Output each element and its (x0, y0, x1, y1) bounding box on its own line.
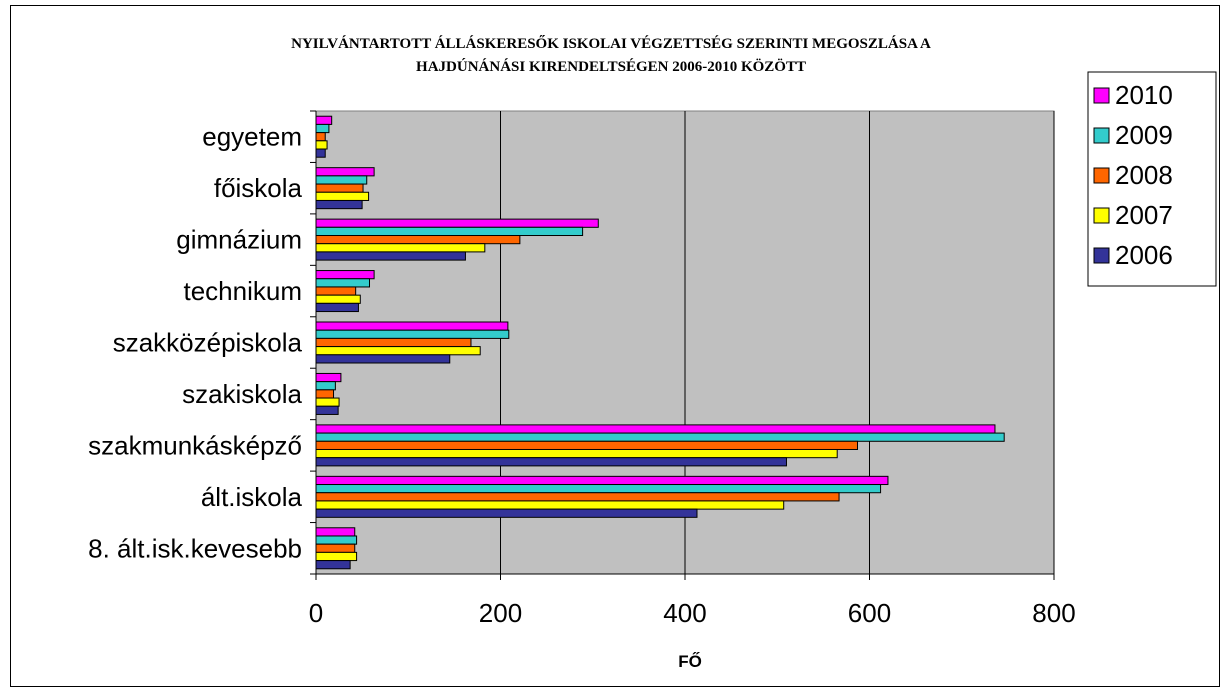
bar-2010 (315, 218, 599, 228)
bar-2007 (315, 346, 481, 356)
bar-2006 (315, 199, 363, 210)
bar-2008 (315, 132, 326, 142)
category-label: technikum (184, 276, 303, 306)
bar-2009 (315, 535, 358, 545)
chart-title: NYILVÁNTARTOTT ÁLLÁSKERESŐK ISKOLAI VÉGZ… (291, 35, 931, 75)
legend-swatch-2008 (1093, 167, 1110, 184)
bar-2007 (315, 397, 340, 407)
bar-2010 (315, 321, 509, 331)
legend-label: 2008 (1115, 160, 1173, 190)
bar-2009 (315, 484, 882, 494)
category-label: egyetem (202, 122, 302, 152)
bar-2008 (315, 337, 472, 348)
x-tick-label: 200 (479, 598, 522, 628)
x-axis-title: FŐ (678, 652, 702, 671)
bar-2009 (315, 123, 330, 134)
bar-2006 (315, 302, 359, 313)
category-labels: egyetem főiskola gimnázium technikum szakköz… (88, 122, 302, 564)
category-label: 8. ált.isk.kevesebb (88, 533, 302, 563)
bar-2009 (315, 278, 371, 288)
bar-2008 (315, 235, 521, 245)
category-label: szakiskola (182, 379, 302, 409)
bar-2008 (315, 183, 364, 193)
bar-2007 (315, 448, 838, 459)
bar-2010 (315, 115, 333, 125)
bar-2009 (315, 329, 510, 339)
x-tick-label: 800 (1032, 598, 1075, 628)
category-label: szakmunkásképző (88, 430, 302, 460)
bar-2010 (315, 167, 375, 177)
bar-2010 (315, 475, 889, 486)
bar-2009 (315, 175, 368, 185)
chart-svg: NYILVÁNTARTOTT ÁLLÁSKERESŐK ISKOLAI VÉGZ… (88, 35, 1217, 671)
legend: 2010 2009 2008 2007 2006 (1087, 71, 1217, 287)
bar-2008 (315, 389, 335, 399)
x-tick-label: 400 (663, 598, 706, 628)
bar-2006 (315, 560, 351, 570)
chart-frame: NYILVÁNTARTOTT ÁLLÁSKERESŐK ISKOLAI VÉGZ… (10, 5, 1220, 687)
bar-2007 (315, 140, 328, 150)
bar-2006 (315, 148, 326, 158)
axes (310, 110, 1055, 580)
bar-2010 (315, 527, 356, 537)
bars (315, 115, 1005, 570)
bar-2008 (315, 543, 356, 553)
x-tick-label: 600 (848, 598, 891, 628)
bar-2006 (315, 405, 339, 415)
bar-2009 (315, 226, 584, 237)
bar-2009 (315, 381, 336, 391)
legend-label: 2010 (1115, 80, 1173, 110)
bar-2006 (315, 508, 698, 518)
legend-label: 2006 (1115, 240, 1173, 270)
x-tick-label: 0 (309, 598, 323, 628)
category-label: főiskola (214, 173, 303, 203)
chart-title-line: NYILVÁNTARTOTT ÁLLÁSKERESŐK ISKOLAI VÉGZ… (291, 35, 931, 52)
bar-2008 (315, 286, 357, 296)
chart-title-line: HAJDÚNÁNÁSI KIRENDELTSÉGEN 2006-2010 KÖZ… (416, 58, 806, 75)
legend-swatch-2010 (1093, 87, 1110, 104)
legend-label: 2009 (1115, 120, 1173, 150)
bar-2006 (315, 457, 787, 467)
bar-2007 (315, 191, 370, 201)
bar-2007 (315, 294, 361, 304)
bar-2010 (315, 424, 996, 434)
bar-2010 (315, 270, 375, 280)
bar-2007 (315, 243, 486, 253)
bar-2007 (315, 551, 358, 562)
legend-label: 2007 (1115, 200, 1173, 230)
bar-2010 (315, 372, 342, 383)
category-label: ált.iskola (201, 482, 303, 512)
bar-2007 (315, 500, 785, 510)
legend-swatch-2009 (1093, 127, 1110, 144)
legend-swatch-2006 (1093, 247, 1110, 264)
x-tick-labels: 0 200 400 600 800 (309, 598, 1076, 628)
category-label: szakközépiskola (113, 328, 303, 358)
legend-swatch-2007 (1093, 207, 1110, 224)
bar-2006 (315, 354, 451, 364)
bar-2006 (315, 251, 466, 261)
bar-2008 (315, 440, 859, 450)
category-label: gimnázium (176, 225, 302, 255)
bar-2008 (315, 492, 840, 502)
bar-2009 (315, 432, 1005, 442)
